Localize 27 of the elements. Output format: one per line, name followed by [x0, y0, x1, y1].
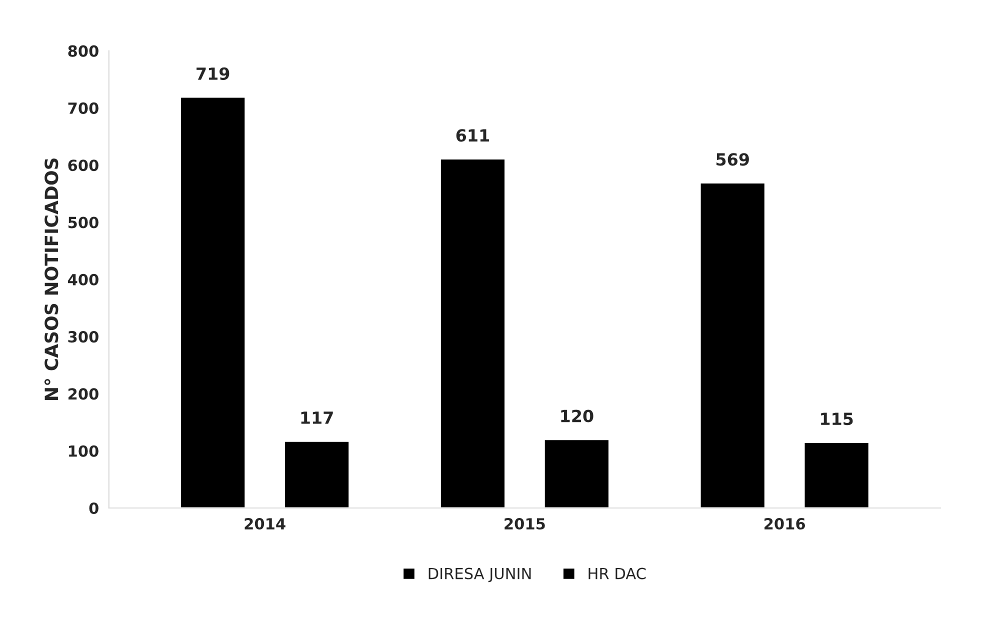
- legend-label: DIRESA JUNIN: [428, 568, 531, 582]
- y-tick-label: 0: [89, 502, 98, 514]
- x-tick-label: 2014: [244, 518, 286, 530]
- y-tick-label: 800: [68, 45, 98, 57]
- y-tick-label: 700: [68, 102, 98, 114]
- data-label: 120: [561, 410, 594, 422]
- bar: [180, 96, 246, 508]
- data-label: 117: [301, 412, 333, 424]
- data-label: 719: [196, 67, 230, 80]
- data-label: 611: [456, 129, 489, 142]
- y-axis-title: N° CASOS NOTIFICADOS: [44, 158, 58, 400]
- data-label: 569: [716, 153, 749, 166]
- y-tick-label: 600: [68, 160, 98, 172]
- y-tick-label: 300: [68, 331, 98, 343]
- x-tick-label: 2015: [504, 518, 545, 530]
- x-tick-label: 2016: [764, 518, 806, 530]
- y-tick-label: 500: [68, 216, 98, 228]
- bar: [543, 438, 610, 508]
- bar: [803, 442, 870, 508]
- bar: [440, 158, 506, 508]
- data-label: 115: [821, 412, 853, 426]
- legend-label: HR DAC: [588, 568, 646, 580]
- bar: [284, 440, 350, 508]
- y-tick-label: 200: [68, 388, 98, 400]
- y-tick-label: 400: [68, 274, 98, 286]
- y-tick-label: 100: [69, 445, 98, 457]
- bar: [699, 182, 766, 508]
